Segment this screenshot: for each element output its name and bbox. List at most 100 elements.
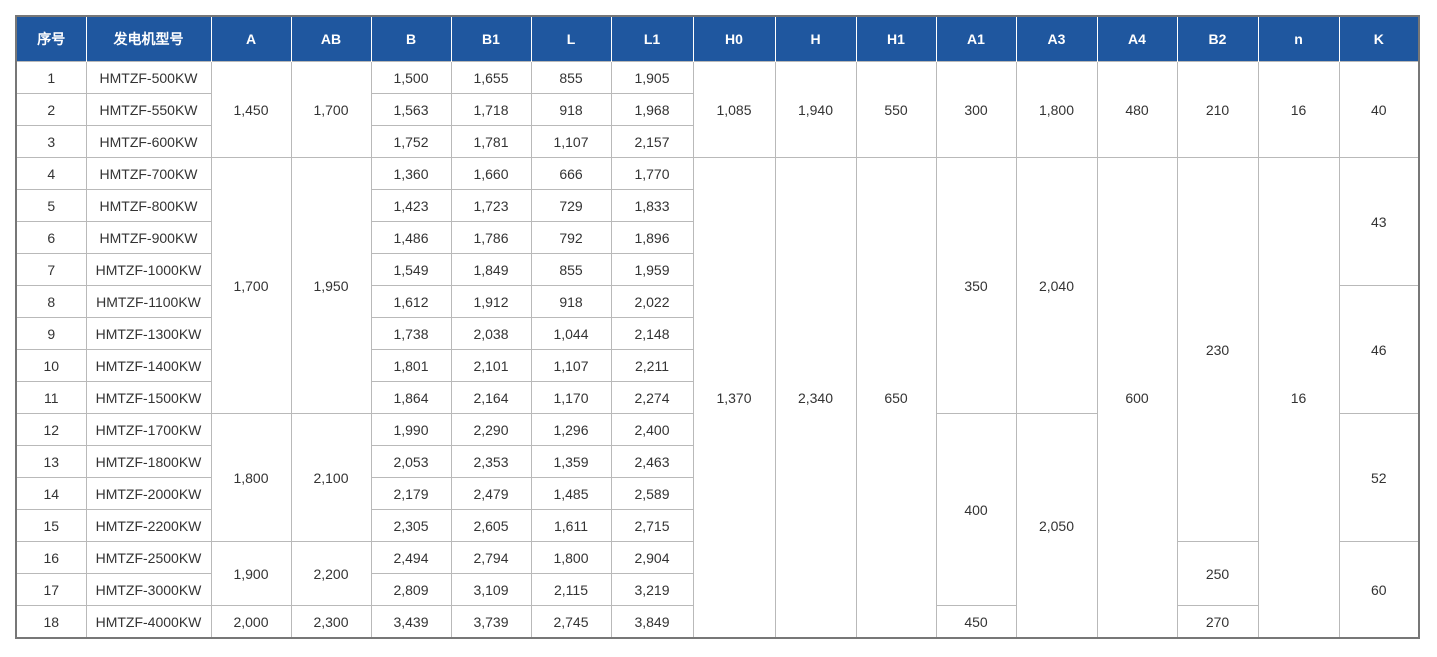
table-cell: HMTZF-1100KW (85, 285, 212, 318)
table-cell: 230 (1176, 157, 1259, 542)
table-cell: 666 (530, 157, 612, 190)
spec-table: 序号 发电机型号 A AB B B1 L L1 H0 H H1 A1 A3 A4 B2 n K 1 HMTZF-5… (15, 15, 1420, 639)
table-cell: 1,296 (530, 413, 612, 446)
table-cell: 1,170 (530, 381, 612, 414)
table-cell: 8 (15, 285, 87, 318)
table-cell: 792 (530, 221, 612, 254)
table-cell: 17 (15, 573, 87, 606)
table-cell: 16 (1257, 61, 1340, 158)
table-cell: 1,800 (210, 413, 292, 542)
table-cell: 210 (1176, 61, 1259, 158)
table-cell: HMTZF-1400KW (85, 349, 212, 382)
table-cell: 1,044 (530, 317, 612, 350)
table-cell: HMTZF-3000KW (85, 573, 212, 606)
table-cell: 3 (15, 125, 87, 158)
table-cell: 2,000 (210, 605, 292, 639)
table-cell: 2,211 (610, 349, 694, 382)
table-cell: HMTZF-500KW (85, 61, 212, 94)
table-row: 13 HMTZF-1800KW 2,053 2,353 1,359 2,463 (15, 445, 1419, 478)
table-cell: 2,463 (610, 445, 694, 478)
column-header: 发电机型号 (85, 16, 211, 62)
table-cell: 1 (15, 61, 87, 94)
table-cell: 2,274 (610, 381, 694, 414)
table-row: 7 HMTZF-1000KW 1,549 1,849 855 1,959 (15, 253, 1419, 286)
table-cell: 2,115 (530, 573, 612, 606)
table-row: 10 HMTZF-1400KW 1,801 2,101 1,107 2,211 (15, 349, 1419, 382)
table-cell: 18 (15, 605, 87, 639)
table-cell: 1,700 (210, 157, 292, 414)
header-row: 序号 发电机型号 A AB B B1 L L1 H0 H H1 A1 A3 A4 B2 n K (16, 16, 1419, 62)
table-cell: HMTZF-1500KW (85, 381, 212, 414)
table-cell: 1,959 (610, 253, 694, 286)
table-cell: HMTZF-900KW (85, 221, 212, 254)
table-cell: 300 (935, 61, 1017, 158)
table-cell: 2,305 (370, 509, 452, 542)
table-cell: 2,200 (290, 541, 372, 606)
table-cell: 4 (15, 157, 87, 190)
table-cell: 1,752 (370, 125, 452, 158)
table-cell: 2,809 (370, 573, 452, 606)
table-cell: 16 (15, 541, 87, 574)
table-cell: 1,849 (450, 253, 532, 286)
table-cell: HMTZF-700KW (85, 157, 212, 190)
column-header: B (370, 16, 451, 62)
table-cell: 1,655 (450, 61, 532, 94)
table-cell: 1,612 (370, 285, 452, 318)
table-cell: 1,549 (370, 253, 452, 286)
table-cell: 1,738 (370, 317, 452, 350)
table-cell: 2,053 (370, 445, 452, 478)
table-cell: 855 (530, 61, 612, 94)
column-header: L1 (610, 16, 693, 62)
table-cell: 480 (1096, 61, 1178, 158)
table-cell: 2 (15, 93, 87, 126)
table-cell: 2,745 (530, 605, 612, 639)
table-cell: 1,905 (610, 61, 694, 94)
table-cell: 13 (15, 445, 87, 478)
table-row: 4 HMTZF-700KW 1,700 1,950 1,360 1,660 666 1,770… (15, 157, 1420, 639)
table-cell: 3,219 (610, 573, 694, 606)
table-cell: 729 (530, 189, 612, 222)
table-cell: 1,800 (530, 541, 612, 574)
table-cell: 2,040 (1015, 157, 1098, 414)
table-cell: HMTZF-2500KW (85, 541, 212, 574)
table-row: 12 HMTZF-1700KW 1,800 2,100 1,990 2,290 1,296 2… (15, 413, 1420, 639)
table-cell: HMTZF-1300KW (85, 317, 212, 350)
table-cell: 1,563 (370, 93, 452, 126)
table-cell: 1,485 (530, 477, 612, 510)
table-cell: 400 (935, 413, 1017, 606)
table-cell: 1,801 (370, 349, 452, 382)
table-cell: 2,400 (610, 413, 694, 446)
table-cell: 2,100 (290, 413, 372, 542)
table-cell: HMTZF-550KW (85, 93, 212, 126)
table-cell: 1,781 (450, 125, 532, 158)
table-cell: 1,107 (530, 349, 612, 382)
table-cell: 2,605 (450, 509, 532, 542)
table-row: 2 HMTZF-550KW 1,563 1,718 918 1,968 (15, 93, 1419, 126)
table-cell: 2,101 (450, 349, 532, 382)
table-row: 11 HMTZF-1500KW 1,864 2,164 1,170 2,274 (15, 381, 1419, 414)
table-cell: 1,950 (290, 157, 372, 414)
table-cell: 2,794 (450, 541, 532, 574)
table-row: 17 HMTZF-3000KW 2,809 3,109 2,115 3,219 (15, 573, 1419, 606)
table-cell: 600 (1096, 157, 1178, 639)
table-cell: 2,589 (610, 477, 694, 510)
table-cell: 650 (855, 157, 937, 639)
table-cell: 2,148 (610, 317, 694, 350)
column-header: A4 (1096, 16, 1177, 62)
table-cell: 1,486 (370, 221, 452, 254)
table-cell: 40 (1338, 61, 1420, 158)
column-header: n (1257, 16, 1339, 62)
table-cell: HMTZF-4000KW (85, 605, 212, 639)
table-cell: 2,479 (450, 477, 532, 510)
table-cell: 1,611 (530, 509, 612, 542)
table-cell: 1,800 (1015, 61, 1098, 158)
table-cell: 2,050 (1015, 413, 1098, 639)
table-cell: 2,904 (610, 541, 694, 574)
table-cell: 1,770 (610, 157, 694, 190)
table-cell: 10 (15, 349, 87, 382)
table-row: 15 HMTZF-2200KW 2,305 2,605 1,611 2,715 (15, 509, 1419, 542)
table-cell: 7 (15, 253, 87, 286)
column-header: H (774, 16, 856, 62)
table-cell: 1,370 (692, 157, 776, 639)
table-cell: 9 (15, 317, 87, 350)
